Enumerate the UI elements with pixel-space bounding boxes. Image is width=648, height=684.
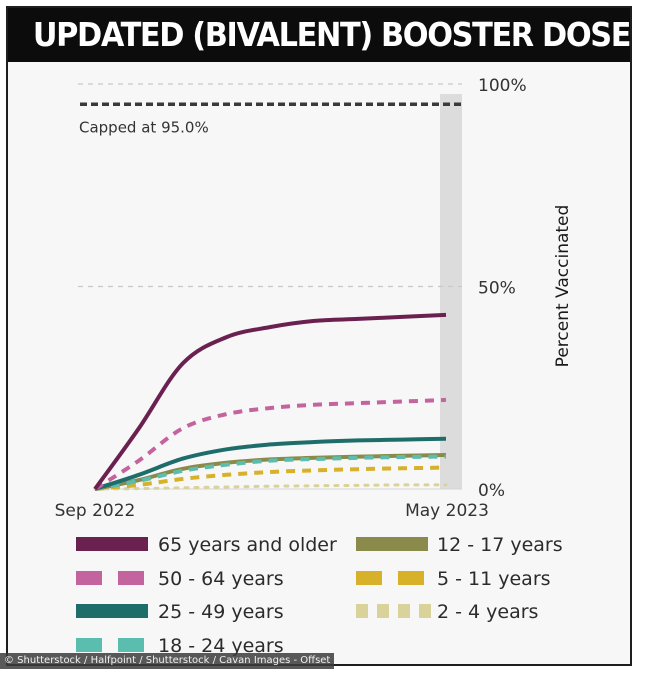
y-tick-label-0: 0% [478,481,505,501]
y-tick-label-50: 50% [478,279,516,299]
legend-swatch-25-49-years [76,604,148,618]
series-line-18-24-years [94,454,447,491]
legend-swatch-5-11-years-b [398,571,424,585]
legend-swatch-50-64-years-b [118,571,144,585]
series-line-25-49-years [94,436,447,491]
y-tick-label-100: 100% [478,76,527,96]
legend-label-2-4-years: 2 - 4 years [437,601,538,623]
legend-swatch-2-4-years-2 [398,604,410,618]
cap-annotation: Capped at 95.0% [79,118,209,136]
x-tick-label-end: May 2023 [405,501,489,521]
legend-label-5-11-years: 5 - 11 years [437,568,551,590]
image-credit: © Shutterstock / Halfpoint / Shutterstoc… [0,653,335,669]
legend-swatch-2-4-years-1 [377,604,389,618]
legend-swatch-50-64-years-a [76,571,102,585]
legend-label-25-49-years: 25 - 49 years [158,601,284,623]
legend-swatch-65-years-and-older [76,537,148,551]
legend-label-18-24-years: 18 - 24 years [158,635,284,657]
legend-swatch-12-17-years [356,537,428,551]
legend-swatch-2-4-years-3 [419,604,431,618]
series-line-5-11-years [94,465,447,491]
title-bar [8,8,630,62]
legend-swatch-2-4-years-0 [356,604,368,618]
legend-swatch-18-24-years-b [118,638,144,652]
legend-swatch-5-11-years-a [356,571,382,585]
legend-label-50-64-years: 50 - 64 years [158,568,284,590]
legend-label-12-17-years: 12 - 17 years [437,534,563,556]
chart-frame [6,6,632,666]
legend-swatch-18-24-years-a [76,638,102,652]
x-tick-label-start: Sep 2022 [55,501,136,521]
series-line-50-64-years [93,397,447,491]
recent-data-band [440,94,462,489]
series-line-65-years-and-older [93,312,447,491]
series-line-2-4-years [93,483,448,491]
legend-label-65-years-and-older: 65 years and older [158,534,337,556]
chart-title: UPDATED (BIVALENT) BOOSTER DOSE [32,15,632,54]
y-axis-label: Percent Vaccinated [553,205,573,368]
